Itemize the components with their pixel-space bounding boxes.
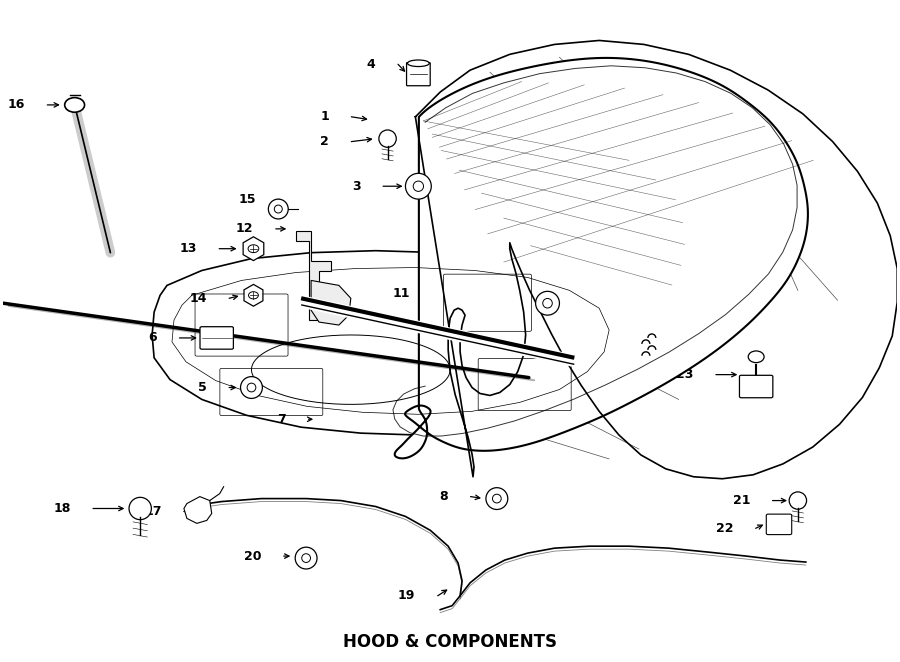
Circle shape (65, 97, 85, 112)
Text: 23: 23 (676, 368, 694, 381)
Text: 5: 5 (198, 381, 207, 394)
Text: 7: 7 (277, 412, 286, 426)
Ellipse shape (486, 488, 508, 510)
Text: 13: 13 (179, 242, 197, 255)
Text: 6: 6 (148, 332, 157, 344)
Ellipse shape (536, 291, 560, 315)
Ellipse shape (408, 60, 429, 67)
Polygon shape (152, 251, 627, 435)
FancyBboxPatch shape (740, 375, 773, 398)
Text: 1: 1 (320, 111, 329, 123)
Ellipse shape (379, 130, 396, 148)
Ellipse shape (248, 383, 256, 392)
FancyBboxPatch shape (766, 514, 792, 535)
Text: 20: 20 (244, 549, 261, 563)
Circle shape (748, 351, 764, 363)
Text: 19: 19 (398, 589, 416, 602)
Ellipse shape (274, 205, 283, 213)
Ellipse shape (295, 547, 317, 569)
Ellipse shape (302, 553, 310, 563)
Ellipse shape (268, 199, 288, 219)
Ellipse shape (240, 377, 263, 399)
Text: 14: 14 (189, 292, 207, 305)
Ellipse shape (543, 299, 553, 308)
Text: 9: 9 (616, 338, 624, 352)
Ellipse shape (492, 495, 501, 503)
Text: 11: 11 (393, 287, 410, 300)
Text: 15: 15 (238, 193, 256, 206)
Polygon shape (243, 237, 264, 261)
Text: 3: 3 (352, 179, 361, 193)
Text: 8: 8 (439, 490, 448, 503)
Ellipse shape (413, 181, 424, 191)
Text: 10: 10 (482, 297, 500, 310)
Ellipse shape (406, 173, 431, 199)
Ellipse shape (789, 492, 806, 509)
Text: 22: 22 (716, 522, 733, 535)
Text: 21: 21 (733, 494, 751, 507)
Text: 12: 12 (236, 222, 254, 236)
Polygon shape (184, 496, 212, 524)
Polygon shape (395, 58, 808, 458)
Polygon shape (296, 231, 331, 320)
Circle shape (248, 292, 258, 299)
Text: 4: 4 (367, 58, 375, 71)
Text: 18: 18 (53, 502, 71, 515)
Polygon shape (244, 285, 263, 307)
Text: 17: 17 (145, 505, 162, 518)
Circle shape (248, 245, 259, 253)
Text: 2: 2 (320, 135, 329, 148)
Text: 16: 16 (7, 99, 25, 111)
FancyBboxPatch shape (200, 327, 233, 349)
Polygon shape (416, 40, 897, 479)
FancyBboxPatch shape (407, 63, 430, 86)
Text: HOOD & COMPONENTS: HOOD & COMPONENTS (343, 634, 557, 651)
Ellipse shape (129, 497, 151, 520)
Polygon shape (311, 281, 351, 325)
